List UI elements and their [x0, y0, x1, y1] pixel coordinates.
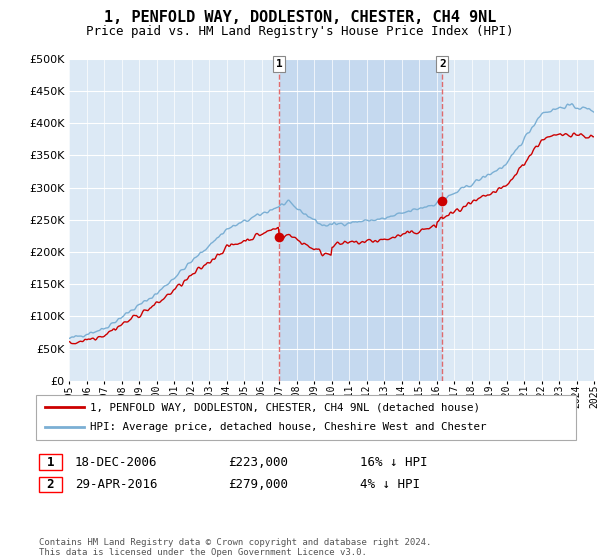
Text: 4% ↓ HPI: 4% ↓ HPI	[360, 478, 420, 491]
Text: 1, PENFOLD WAY, DODLESTON, CHESTER, CH4 9NL: 1, PENFOLD WAY, DODLESTON, CHESTER, CH4 …	[104, 10, 496, 25]
Text: £279,000: £279,000	[228, 478, 288, 491]
Text: 1: 1	[47, 455, 54, 469]
Text: 1: 1	[275, 59, 283, 69]
Text: 16% ↓ HPI: 16% ↓ HPI	[360, 455, 427, 469]
Text: £223,000: £223,000	[228, 455, 288, 469]
Bar	[279, 59, 442, 381]
Text: 18-DEC-2006: 18-DEC-2006	[75, 455, 157, 469]
Text: 2: 2	[47, 478, 54, 491]
Text: 2: 2	[439, 59, 446, 69]
Text: 1, PENFOLD WAY, DODLESTON, CHESTER, CH4 9NL (detached house): 1, PENFOLD WAY, DODLESTON, CHESTER, CH4 …	[90, 402, 480, 412]
Text: Contains HM Land Registry data © Crown copyright and database right 2024.
This d: Contains HM Land Registry data © Crown c…	[39, 538, 431, 557]
Text: Price paid vs. HM Land Registry's House Price Index (HPI): Price paid vs. HM Land Registry's House …	[86, 25, 514, 38]
Text: 29-APR-2016: 29-APR-2016	[75, 478, 157, 491]
Text: HPI: Average price, detached house, Cheshire West and Chester: HPI: Average price, detached house, Ches…	[90, 422, 487, 432]
